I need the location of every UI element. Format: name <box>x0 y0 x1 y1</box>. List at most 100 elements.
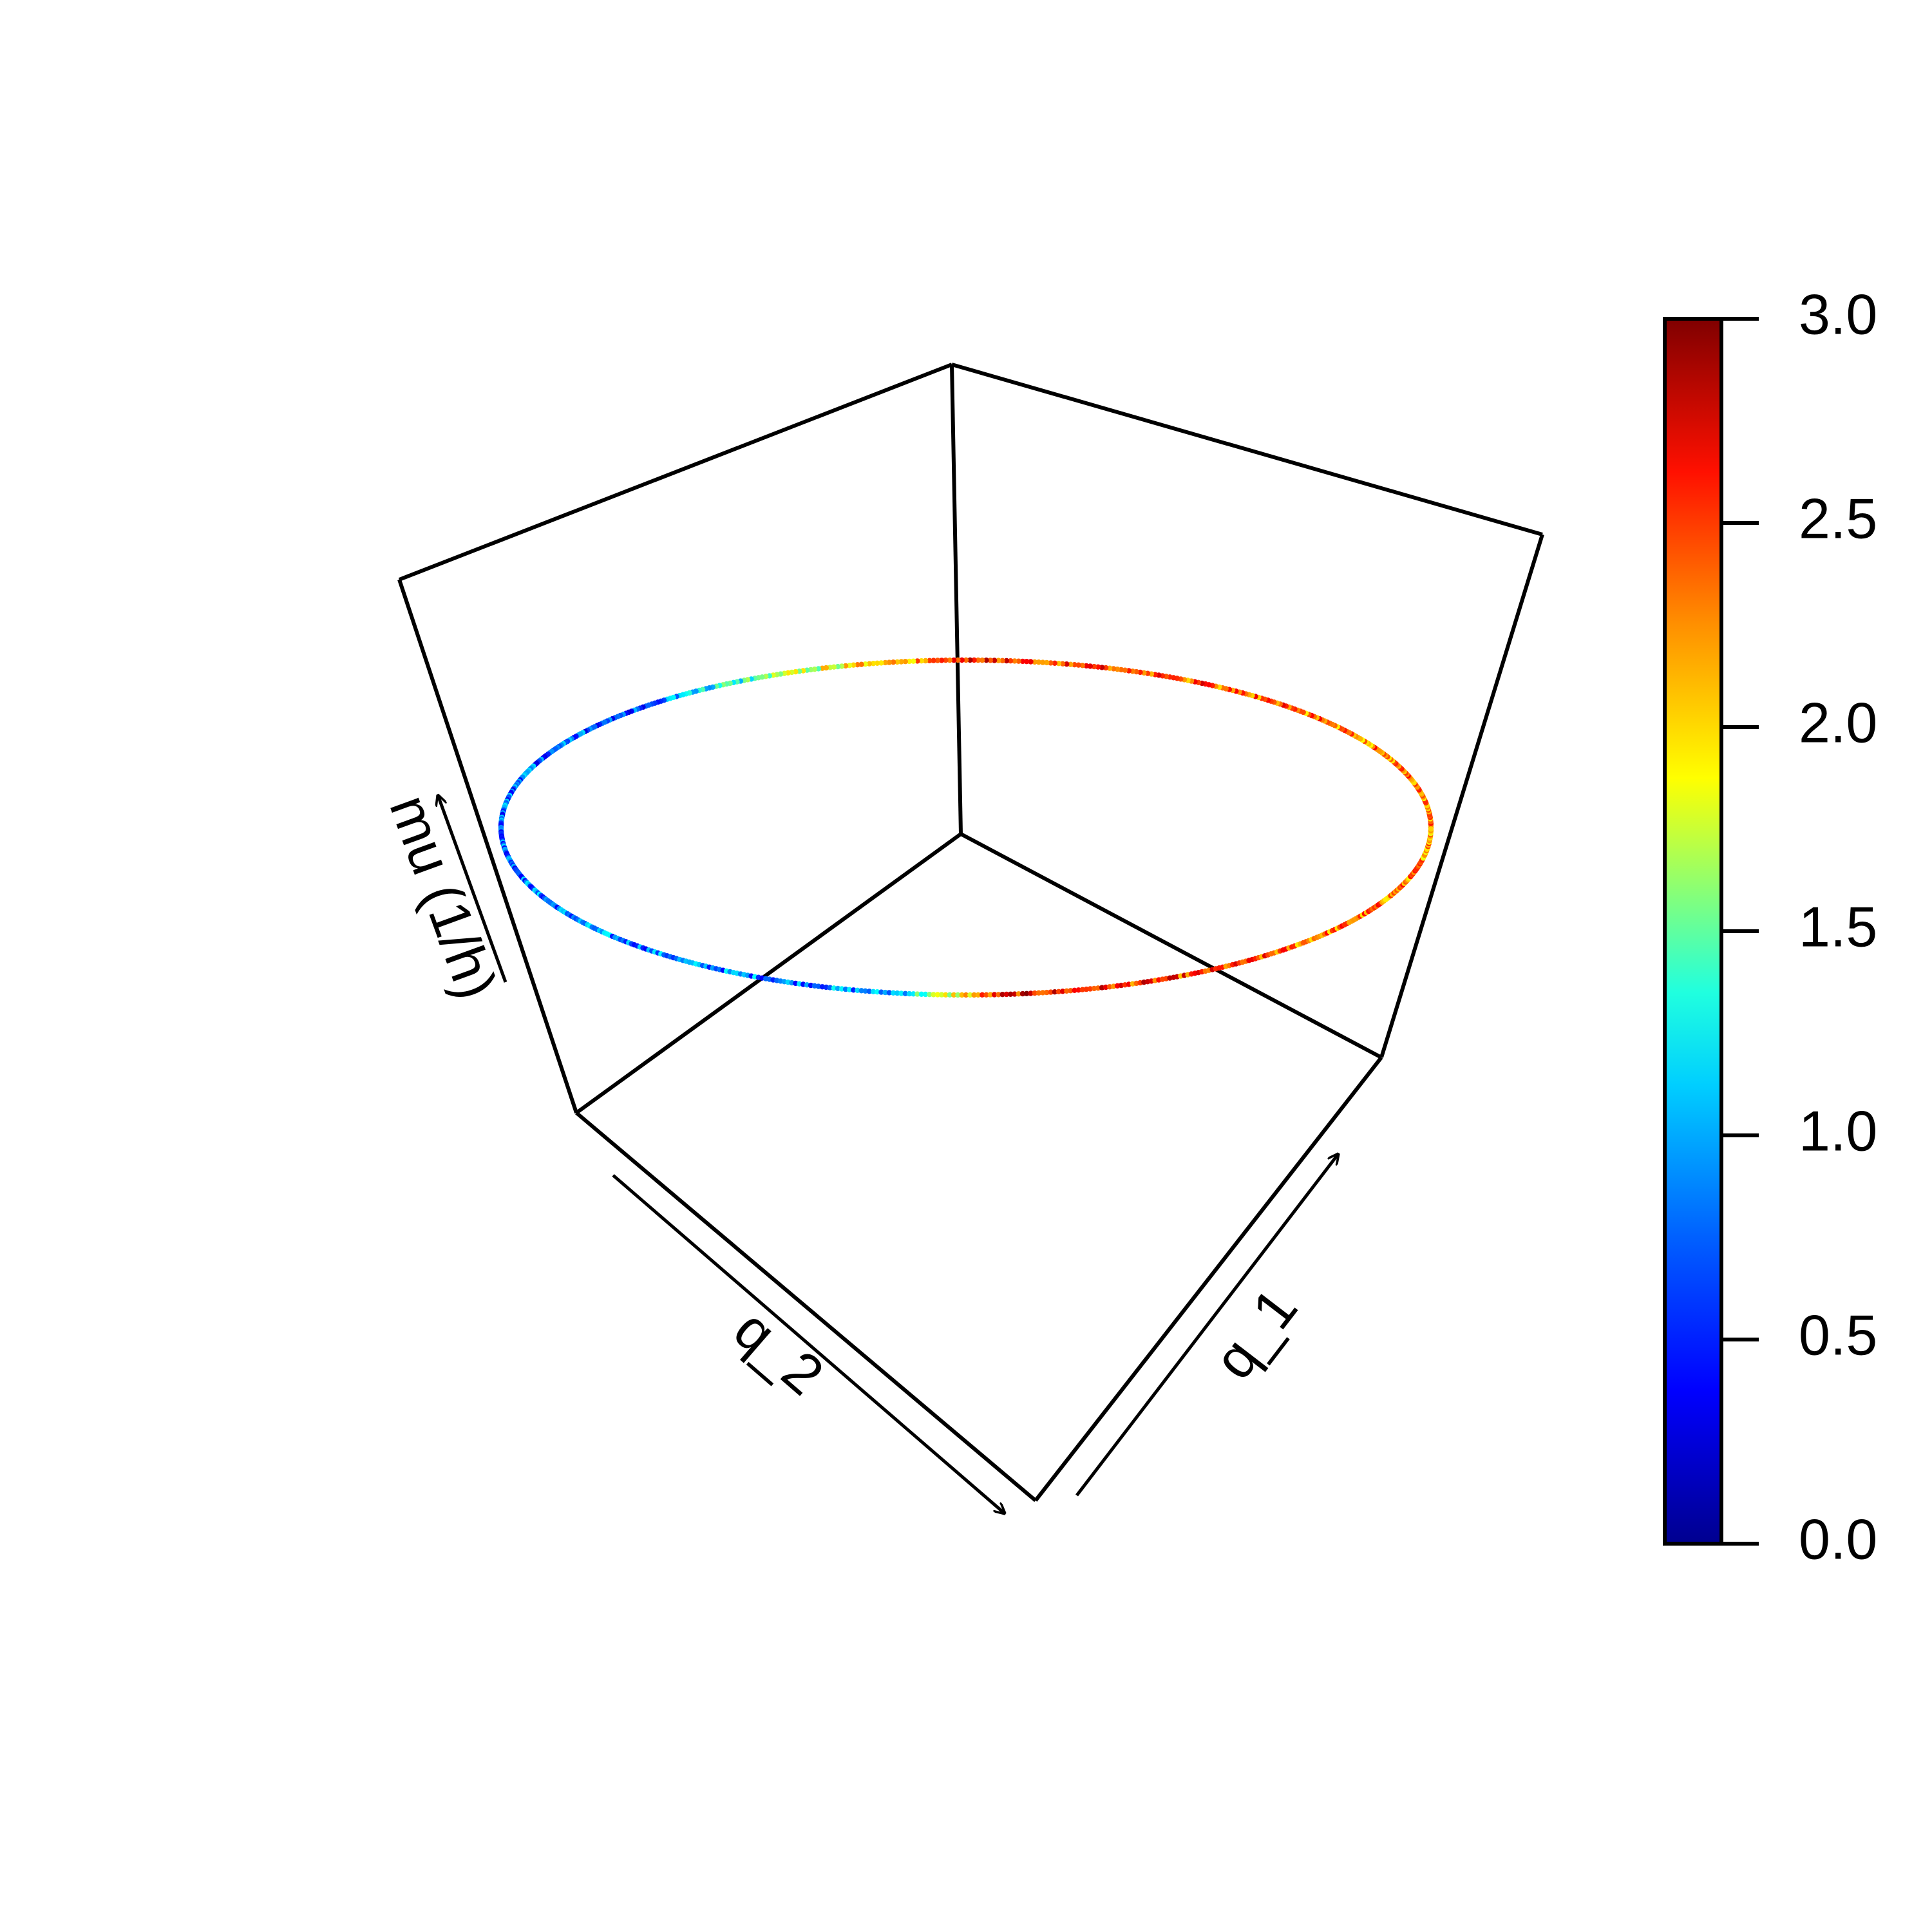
data-point <box>943 657 949 663</box>
data-point <box>1056 661 1062 667</box>
data-point <box>895 990 900 996</box>
data-point <box>918 991 925 998</box>
data-point <box>1008 658 1014 664</box>
data-point <box>914 991 920 997</box>
data-point <box>983 992 989 998</box>
data-point <box>1068 988 1074 994</box>
data-point <box>1012 658 1018 664</box>
data-point <box>996 658 1001 663</box>
data-point <box>890 659 896 665</box>
q1-axis-arrow <box>1075 1154 1338 1497</box>
data-point <box>866 989 873 994</box>
data-point <box>1036 659 1042 665</box>
data-point <box>855 662 860 668</box>
data-point <box>934 992 941 998</box>
data-point <box>943 992 949 998</box>
box-edge-back-right-top <box>951 363 1543 536</box>
colorbar-tick-label: 1.5 <box>1799 895 1877 958</box>
data-point <box>886 659 893 665</box>
data-point <box>862 661 868 667</box>
data-point <box>835 985 841 992</box>
data-point <box>1075 987 1081 993</box>
data-point <box>847 663 853 668</box>
data-point <box>963 657 969 663</box>
box-edge-back-left-top <box>398 363 953 582</box>
box-edge-left-vertical <box>397 579 578 1113</box>
box-edge-floor-left-inner <box>575 832 962 1115</box>
data-point <box>922 991 929 998</box>
mu-axis-label: mu (1/h) <box>377 787 509 1007</box>
box-edge-floor-right-inner <box>960 832 1383 1059</box>
data-point <box>959 992 965 998</box>
data-point <box>1052 660 1058 667</box>
data-point <box>980 657 985 663</box>
data-point <box>886 990 893 996</box>
data-point <box>951 657 957 663</box>
data-point <box>939 658 945 663</box>
data-point <box>1091 663 1097 670</box>
data-point <box>902 658 909 665</box>
data-point <box>878 989 884 995</box>
data-point <box>870 661 876 667</box>
box-edge-back-vertical <box>950 364 963 835</box>
data-point <box>1048 989 1054 995</box>
data-point <box>1428 826 1434 832</box>
data-point <box>1040 659 1046 665</box>
data-point <box>975 992 981 998</box>
data-point <box>947 657 953 663</box>
data-point <box>898 990 904 996</box>
data-point <box>895 659 900 665</box>
data-point <box>1028 659 1034 665</box>
data-point <box>855 987 860 994</box>
data-point <box>831 985 837 991</box>
data-point <box>911 991 916 997</box>
data-point <box>842 986 849 992</box>
box-edge-right-vertical <box>1379 534 1544 1058</box>
data-point <box>902 990 909 997</box>
data-point <box>939 992 945 998</box>
data-point <box>1079 663 1086 668</box>
box-edge-floor-left-front <box>575 1111 1037 1502</box>
data-point <box>1064 988 1070 994</box>
data-point <box>1075 662 1081 668</box>
q2-axis-label: q_2 <box>723 1297 836 1407</box>
data-point <box>911 658 916 664</box>
data-point <box>1072 987 1077 994</box>
data-point <box>980 992 985 998</box>
data-point <box>1044 989 1050 996</box>
data-point <box>922 658 929 664</box>
data-point <box>987 658 994 663</box>
data-point <box>1036 990 1042 996</box>
mu-axis-arrow <box>438 795 507 983</box>
data-point <box>991 658 998 663</box>
data-point <box>1087 986 1094 992</box>
data-point <box>1059 989 1066 994</box>
data-point <box>1032 990 1037 996</box>
data-point <box>1091 985 1097 992</box>
data-point <box>959 657 965 663</box>
data-point <box>1048 660 1054 666</box>
colorbar-tick-label: 1.0 <box>1799 1099 1877 1162</box>
data-point <box>1059 661 1066 667</box>
colorbar-gradient-bar <box>1663 317 1723 1546</box>
data-point <box>999 992 1005 998</box>
data-point <box>835 663 841 670</box>
data-point <box>878 660 884 666</box>
data-point <box>1056 989 1062 995</box>
data-point <box>1064 661 1070 667</box>
data-point <box>862 988 868 994</box>
data-point <box>906 990 913 997</box>
data-point <box>1032 659 1037 665</box>
data-point <box>1040 990 1046 996</box>
data-point <box>963 992 969 998</box>
data-point <box>1079 987 1086 992</box>
data-point <box>1024 990 1030 997</box>
axis-arrows <box>438 795 1338 1513</box>
colorbar-tick-label: 0.0 <box>1799 1507 1877 1571</box>
data-point <box>951 992 957 998</box>
data-point <box>1019 990 1026 997</box>
data-point <box>991 992 998 998</box>
data-point <box>955 992 961 998</box>
data-point <box>1083 663 1090 669</box>
